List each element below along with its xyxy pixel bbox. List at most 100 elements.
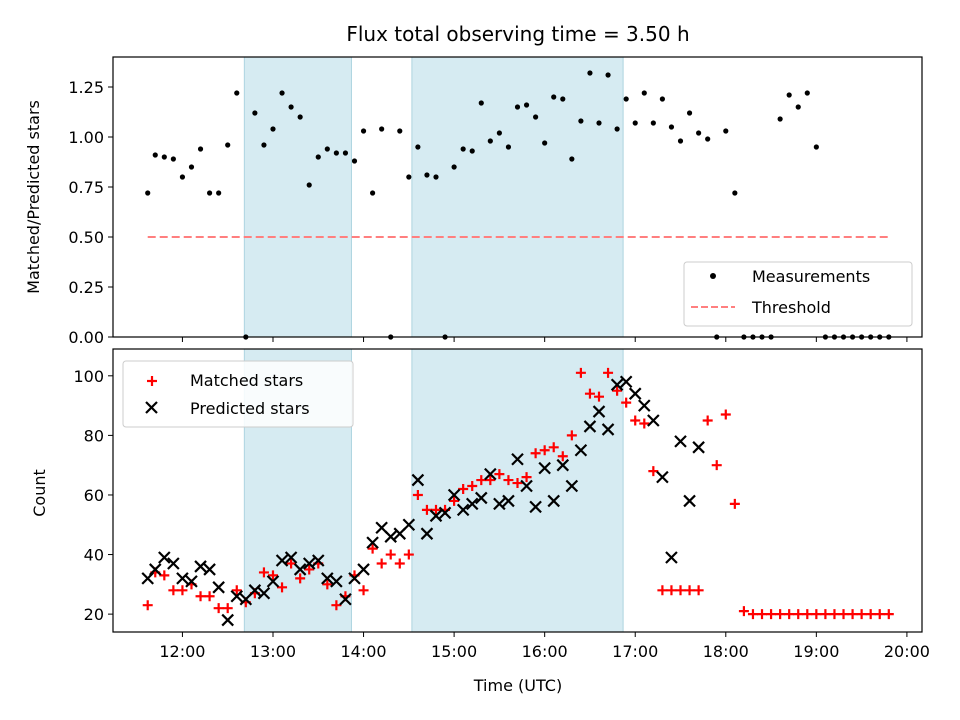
predicted-star-point [221, 613, 234, 627]
measurement-point [487, 138, 493, 144]
predicted-star-point [583, 420, 597, 433]
matched-star-point [793, 609, 804, 620]
matched-star-point [612, 385, 623, 396]
predicted-star-point [692, 441, 705, 454]
measurement-point [170, 156, 176, 162]
measurement-point [623, 96, 629, 102]
y-tick-label: 0.50 [68, 228, 104, 247]
measurement-point [370, 190, 376, 196]
matched-star-point [159, 570, 170, 581]
measurement-point [406, 174, 412, 180]
measurement-point [279, 90, 285, 96]
predicted-star-point [511, 452, 524, 466]
predicted-star-point [266, 575, 280, 588]
matched-star-point [603, 367, 614, 378]
matched-star-point [213, 603, 224, 614]
predicted-star-point [683, 494, 696, 508]
matched-star-point [367, 543, 378, 554]
predicted-star-point [257, 586, 271, 600]
predicted-star-point [330, 575, 343, 588]
matched-star-point [267, 570, 278, 581]
x-tick-label: 12:00 [159, 642, 205, 661]
measurement-point [415, 144, 421, 150]
predicted-star-point [493, 497, 506, 511]
measurement-point [677, 138, 684, 144]
predicted-star-point [447, 488, 461, 502]
measurement-point [478, 100, 484, 106]
predicted-star-point [638, 399, 651, 412]
matched-star-point [539, 445, 550, 456]
matched-star-point [747, 609, 758, 620]
measurement-point [161, 154, 167, 160]
y-tick-label: 80 [84, 426, 104, 445]
matched-star-point [485, 475, 496, 486]
bottom-y-axis-label: Count [30, 469, 49, 517]
measurement-point [324, 146, 330, 152]
predicted-star-point [275, 554, 289, 567]
predicted-star-point [148, 563, 162, 576]
matched-star-point [738, 606, 749, 617]
measurement-point [424, 172, 430, 178]
predicted-star-point [248, 584, 262, 597]
measurement-point [804, 90, 810, 96]
predicted-star-point [185, 575, 198, 588]
matched-star-point [494, 469, 505, 480]
matched-star-point [802, 609, 813, 620]
predicted-star-point [438, 506, 452, 520]
measurement-point [469, 148, 475, 154]
y-tick-label: 0.00 [68, 328, 104, 347]
measurement-point [668, 124, 675, 130]
matched-star-point [883, 609, 894, 620]
measurement-point [216, 190, 222, 196]
measurement-point [542, 140, 548, 146]
x-tick-label: 15:00 [431, 642, 477, 661]
matched-star-point [142, 600, 153, 611]
x-tick-label: 14:00 [340, 642, 386, 661]
predicted-star-point [565, 479, 579, 493]
predicted-star-point [592, 405, 606, 418]
predicted-star-point [520, 479, 533, 493]
y-tick-label: 0.25 [68, 278, 104, 297]
predicted-star-point [203, 563, 216, 576]
x-axis-label: Time (UTC) [473, 676, 562, 695]
y-tick-label: 20 [84, 605, 104, 624]
predicted-star-point [601, 423, 615, 436]
matched-star-point [775, 609, 786, 620]
legend-measurements-label: Measurements [752, 267, 870, 286]
matched-star-point [421, 504, 432, 515]
y-tick-label: 1.00 [68, 128, 104, 147]
predicted-star-point [619, 375, 633, 389]
predicted-star-point [302, 557, 316, 570]
matched-star-point [584, 388, 595, 399]
measurement-point [732, 190, 738, 196]
measurement-point [578, 118, 584, 124]
matched-star-point [295, 573, 306, 584]
predicted-star-point [158, 551, 171, 564]
measurement-point [197, 146, 204, 152]
matched-star-point [575, 367, 586, 378]
matched-star-point [657, 585, 668, 596]
measurement-point [306, 182, 312, 188]
matched-star-point [394, 558, 405, 569]
measurement-point [605, 72, 611, 78]
predicted-star-point [311, 554, 325, 567]
x-tick-label: 16:00 [522, 642, 568, 661]
legend-matched-label: Matched stars [190, 371, 303, 390]
predicted-star-point [366, 536, 379, 549]
matched-star-point [666, 585, 677, 596]
top-legend: Measurements Threshold [683, 261, 913, 327]
measurement-point [351, 158, 358, 164]
predicted-star-point [402, 518, 416, 532]
measurement-point [786, 92, 792, 98]
measurement-point [379, 126, 385, 132]
predicted-star-point [212, 581, 225, 594]
measurement-point [288, 104, 294, 110]
predicted-star-point [574, 444, 588, 457]
predicted-star-point [357, 563, 370, 576]
measurement-point [261, 142, 267, 148]
bottom-axes-frame [112, 348, 923, 633]
top-data-series [145, 70, 892, 340]
measurement-point [145, 190, 151, 196]
matched-star-point [557, 451, 568, 462]
bottom-axis-ticks: 12:00 13:00 14:00 15:00 16:00 17:00 18:00 19:00… [73, 367, 930, 661]
